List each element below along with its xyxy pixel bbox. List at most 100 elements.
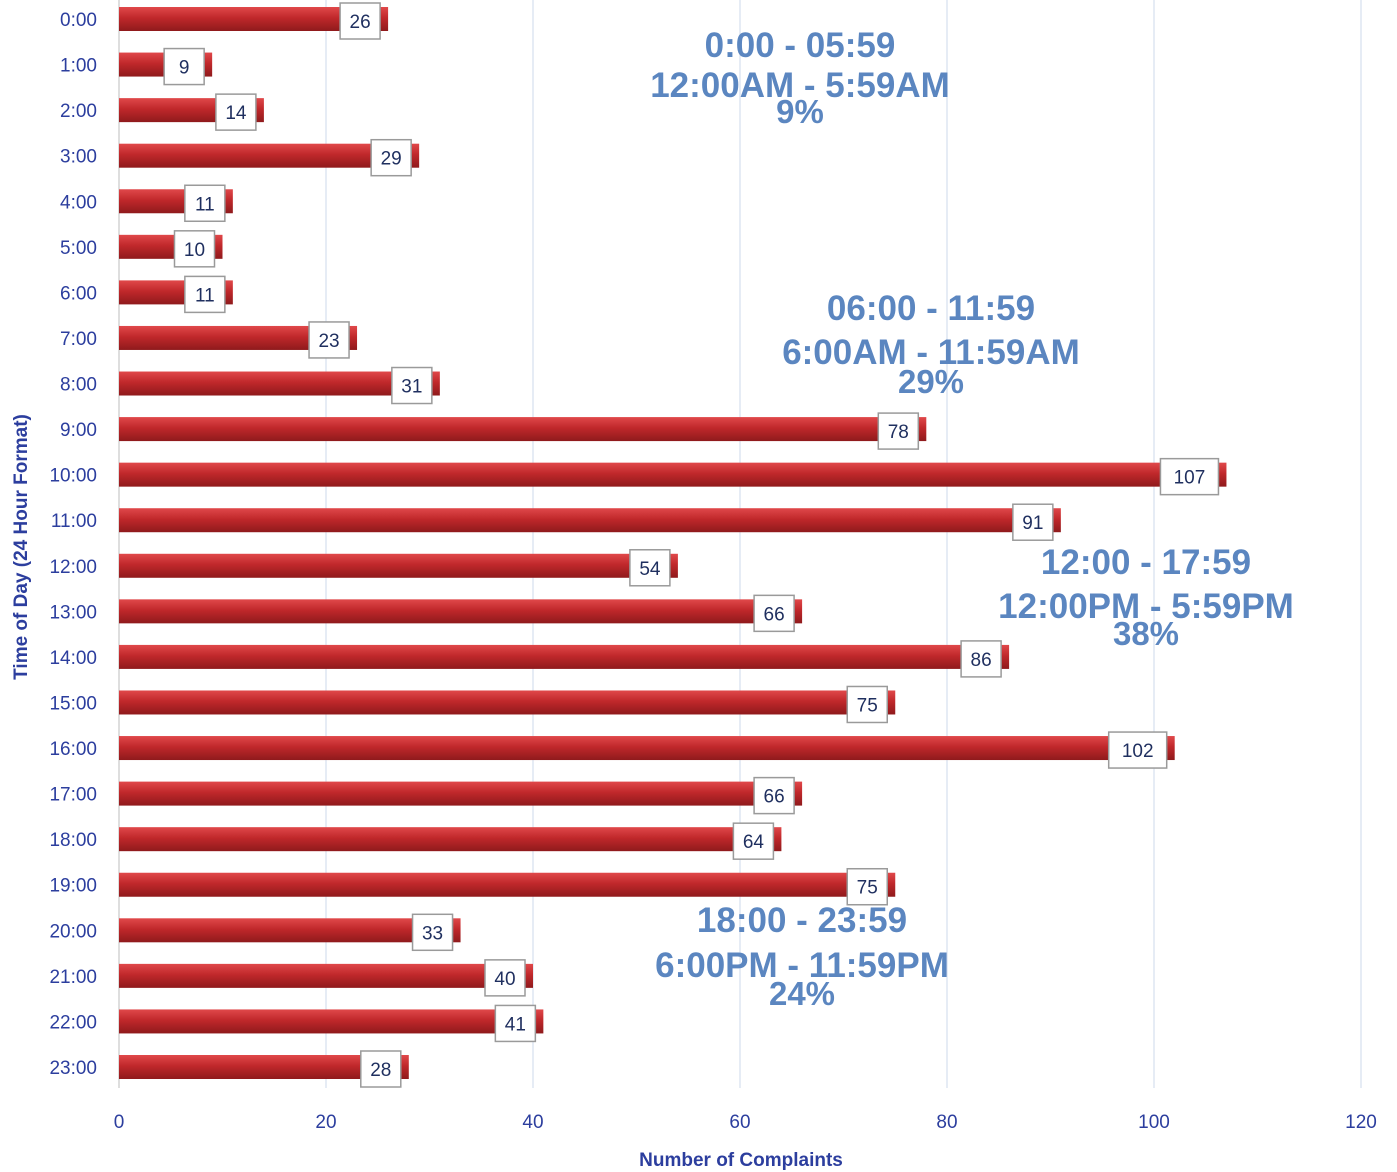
bar: [119, 599, 803, 624]
annotation-line: 29%: [898, 363, 964, 400]
y-tick-labels: 0:00 1:00 2:00 3:00 4:00 5:00 6:00 7:00 8:00 9:00…: [49, 10, 97, 1079]
y-tick-label: 8:00: [60, 375, 97, 396]
data-label-box: [184, 184, 226, 223]
data-label: 40: [494, 969, 515, 990]
y-tick-label: 13:00: [49, 602, 97, 623]
gridlines: [118, 0, 1362, 1088]
x-tick-label: 0: [114, 1112, 125, 1133]
data-label-box: [753, 776, 795, 815]
y-tick-label: 21:00: [49, 967, 97, 988]
bars: 26 9 14 29 11 10 11 23 31 78 107 91 54 66 86 75 102 66 64 7…: [119, 2, 1227, 1088]
data-label: 11: [195, 194, 215, 215]
data-label: 23: [318, 331, 339, 352]
bar: [119, 462, 1227, 487]
bar: [119, 872, 896, 897]
x-tick-label: 60: [729, 1112, 750, 1133]
data-label: 64: [743, 832, 765, 853]
data-label: 66: [764, 604, 785, 625]
data-label: 29: [381, 149, 402, 170]
data-label-box: [184, 275, 226, 314]
x-axis-title: Number of Complaints: [639, 1150, 843, 1171]
bar: [119, 690, 896, 715]
y-tick-label: 7:00: [60, 329, 97, 350]
bar: [119, 553, 678, 578]
x-tick-label: 120: [1345, 1112, 1377, 1133]
data-label-box: [1012, 503, 1054, 541]
y-tick-label: 23:00: [49, 1058, 97, 1079]
data-label-box: [1107, 731, 1168, 769]
data-label-box: [629, 549, 671, 587]
data-label-box: [846, 685, 888, 724]
data-label: 91: [1022, 513, 1043, 534]
bar: [119, 644, 1010, 669]
y-tick-label: 9:00: [60, 420, 97, 441]
data-label: 26: [350, 12, 371, 33]
y-tick-label: 0:00: [60, 10, 97, 31]
x-tick-label: 80: [936, 1112, 957, 1133]
annotation-line: 18:00 - 23:59: [697, 901, 907, 940]
data-label-box: [484, 959, 526, 997]
annotation-line: 12:00 - 17:59: [1041, 543, 1251, 582]
annotation-line: 6:00PM - 11:59PM: [655, 946, 949, 985]
data-label-box: [339, 2, 381, 40]
y-tick-label: 22:00: [49, 1012, 97, 1033]
data-label-box: [960, 640, 1002, 678]
data-label-box: [1159, 457, 1220, 496]
y-tick-label: 11:00: [51, 511, 97, 532]
data-label-box: [753, 594, 795, 633]
data-label: 11: [195, 285, 215, 306]
x-tick-labels: 0 20 40 60 80 100 120: [114, 1112, 1377, 1133]
annotation-line: 12:00PM - 5:59PM: [998, 587, 1294, 626]
bar: [119, 963, 533, 988]
y-tick-label: 16:00: [49, 739, 97, 760]
annotation-line: 06:00 - 11:59: [827, 289, 1035, 328]
annotation-line: 0:00 - 05:59: [705, 26, 896, 65]
annotation-line: 12:00AM - 5:59AM: [650, 66, 950, 105]
data-label: 31: [401, 377, 422, 398]
data-label-box: [215, 93, 257, 131]
data-label-box: [308, 321, 350, 359]
y-tick-label: 14:00: [49, 648, 97, 669]
bar: [119, 736, 1175, 761]
data-label-box: [411, 913, 454, 952]
data-label-box: [846, 867, 888, 906]
data-label: 66: [764, 787, 785, 808]
y-tick-label: 19:00: [49, 876, 97, 897]
bar: [119, 143, 420, 168]
data-label: 75: [857, 695, 878, 716]
x-tick-label: 100: [1138, 1112, 1170, 1133]
y-tick-label: 2:00: [60, 101, 97, 122]
x-tick-label: 20: [315, 1112, 336, 1133]
data-label-box: [370, 138, 412, 177]
annotation-line: 9%: [776, 93, 824, 130]
data-label-box: [163, 47, 205, 86]
data-label-box: [494, 1004, 537, 1043]
annotation-line: 24%: [769, 975, 835, 1012]
data-label: 75: [857, 878, 878, 899]
y-tick-label: 18:00: [49, 830, 97, 851]
y-tick-label: 17:00: [49, 785, 97, 806]
bar: [119, 417, 927, 442]
y-tick-label: 5:00: [60, 238, 97, 259]
bar: [119, 781, 803, 806]
y-tick-label: 4:00: [60, 192, 97, 213]
y-tick-label: 15:00: [49, 693, 97, 714]
bar: [119, 1009, 544, 1034]
data-label: 107: [1174, 468, 1206, 489]
data-label: 28: [370, 1060, 391, 1081]
data-label: 78: [888, 422, 909, 443]
data-label: 54: [639, 559, 661, 580]
data-label: 41: [505, 1014, 526, 1035]
bar: [119, 508, 1061, 533]
data-label: 10: [184, 240, 205, 261]
y-axis-title: Time of Day (24 Hour Format): [11, 414, 32, 680]
y-tick-label: 10:00: [49, 466, 97, 487]
data-label-box: [360, 1050, 402, 1088]
y-tick-label: 12:00: [49, 557, 97, 578]
bar: [119, 918, 461, 943]
annotation-line: 38%: [1113, 615, 1179, 652]
data-label: 9: [179, 58, 190, 79]
data-label-box: [391, 366, 433, 405]
